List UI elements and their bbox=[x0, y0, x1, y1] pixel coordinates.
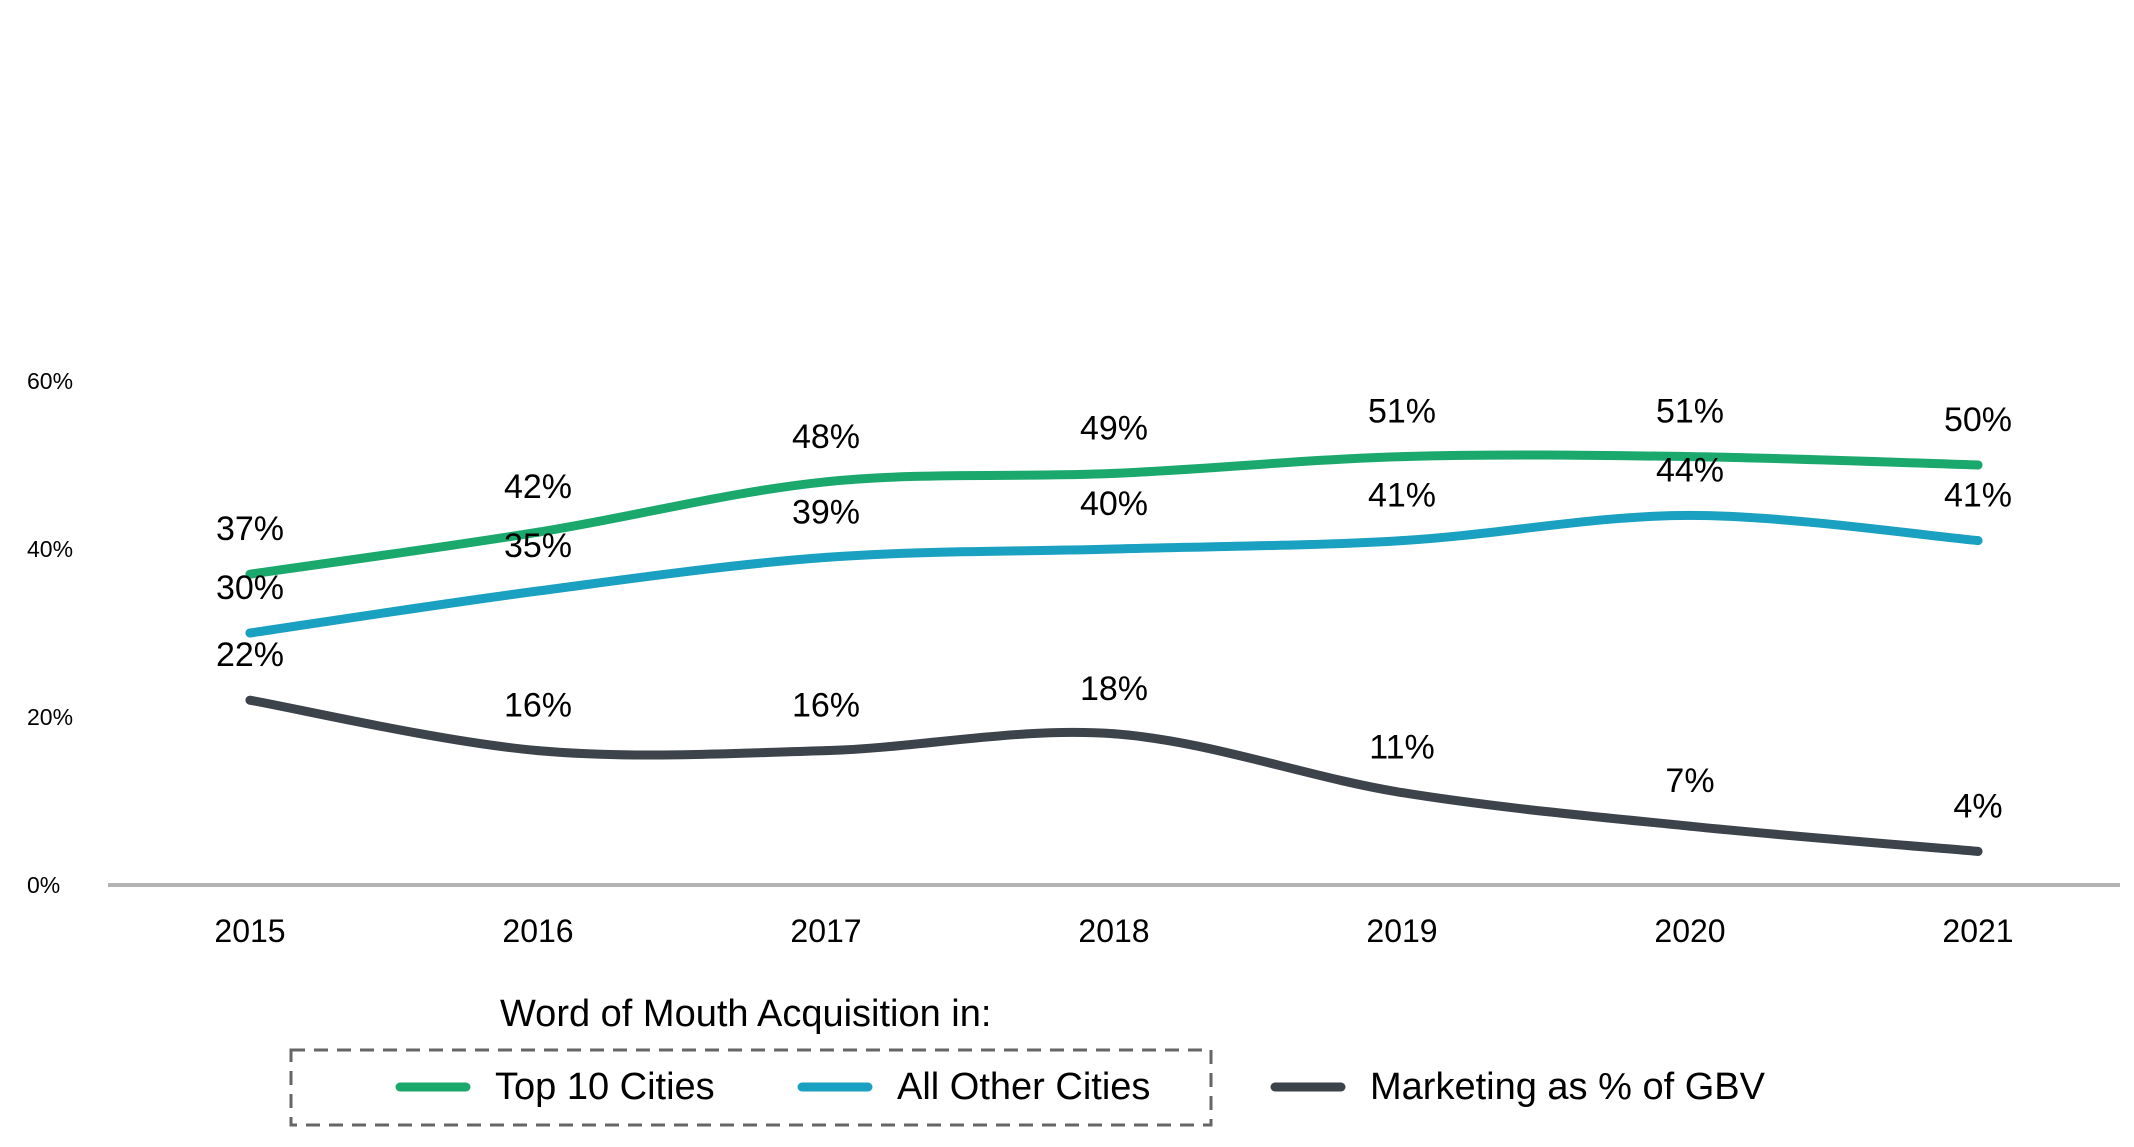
data-point bbox=[533, 586, 543, 596]
data-label: 50% bbox=[1944, 401, 2012, 439]
data-label: 18% bbox=[1080, 670, 1148, 708]
data-label: 51% bbox=[1656, 393, 1724, 431]
legend-title: Word of Mouth Acquisition in: bbox=[500, 993, 991, 1035]
x-tick-label: 2017 bbox=[790, 913, 861, 949]
data-label: 41% bbox=[1944, 477, 2012, 515]
legend: Word of Mouth Acquisition in: Top 10 Cit… bbox=[289, 993, 1766, 1127]
legend-group-box bbox=[289, 1048, 1213, 1127]
data-point bbox=[1685, 821, 1695, 831]
data-label: 41% bbox=[1368, 477, 1436, 515]
data-point bbox=[245, 695, 255, 705]
legend-label: Top 10 Cities bbox=[495, 1066, 715, 1108]
legend-label: Marketing as % of GBV bbox=[1370, 1066, 1766, 1108]
data-label: 35% bbox=[504, 527, 572, 565]
legend-items: Top 10 Cities All Other Cities Marketing a… bbox=[395, 1066, 1766, 1108]
data-label: 16% bbox=[792, 687, 860, 725]
data-label: 40% bbox=[1080, 485, 1148, 523]
data-point bbox=[1685, 452, 1695, 462]
data-label: 48% bbox=[792, 418, 860, 456]
x-axis: 2015 2016 2017 2018 2019 2020 2021 bbox=[214, 913, 2013, 949]
data-point bbox=[1397, 536, 1407, 546]
data-point bbox=[1973, 536, 1983, 546]
data-label: 11% bbox=[1369, 729, 1435, 767]
data-point bbox=[1685, 510, 1695, 520]
y-axis: 0% 20% 40% 60% bbox=[27, 368, 73, 898]
y-tick-label: 20% bbox=[27, 704, 73, 730]
data-label: 44% bbox=[1656, 451, 1724, 489]
x-tick-label: 2015 bbox=[214, 913, 285, 949]
data-label: 7% bbox=[1665, 762, 1714, 800]
x-tick-label: 2021 bbox=[1942, 913, 2013, 949]
data-label: 37% bbox=[216, 510, 284, 548]
legend-label: All Other Cities bbox=[897, 1066, 1150, 1108]
data-label: 4% bbox=[1953, 787, 2002, 825]
data-point bbox=[1973, 846, 1983, 856]
data-point bbox=[821, 552, 831, 562]
data-label: 22% bbox=[216, 636, 284, 674]
x-tick-label: 2016 bbox=[502, 913, 573, 949]
data-label: 49% bbox=[1080, 409, 1148, 447]
data-point bbox=[821, 746, 831, 756]
data-point bbox=[1109, 544, 1119, 554]
y-tick-label: 60% bbox=[27, 368, 73, 394]
y-tick-label: 40% bbox=[27, 536, 73, 562]
data-point bbox=[533, 527, 543, 537]
data-point bbox=[533, 746, 543, 756]
x-tick-label: 2020 bbox=[1654, 913, 1725, 949]
data-label: 30% bbox=[216, 569, 284, 607]
data-point bbox=[1397, 788, 1407, 798]
data-label: 51% bbox=[1368, 393, 1436, 431]
data-labels: 37% 42% 48% 49% 51% 51% 50% 30% 35% 39% 40% 41% 44% 4… bbox=[216, 393, 2012, 826]
data-label: 42% bbox=[504, 468, 572, 506]
data-point bbox=[1109, 468, 1119, 478]
data-point bbox=[245, 628, 255, 638]
data-point bbox=[245, 569, 255, 579]
data-label: 16% bbox=[504, 687, 572, 725]
series-group bbox=[245, 450, 1983, 856]
data-point bbox=[1973, 460, 1983, 470]
x-tick-label: 2018 bbox=[1078, 913, 1149, 949]
data-point bbox=[1397, 452, 1407, 462]
data-point bbox=[1109, 729, 1119, 739]
x-tick-label: 2019 bbox=[1366, 913, 1437, 949]
data-point bbox=[821, 477, 831, 487]
y-tick-label: 0% bbox=[27, 872, 60, 898]
data-label: 39% bbox=[792, 493, 860, 531]
